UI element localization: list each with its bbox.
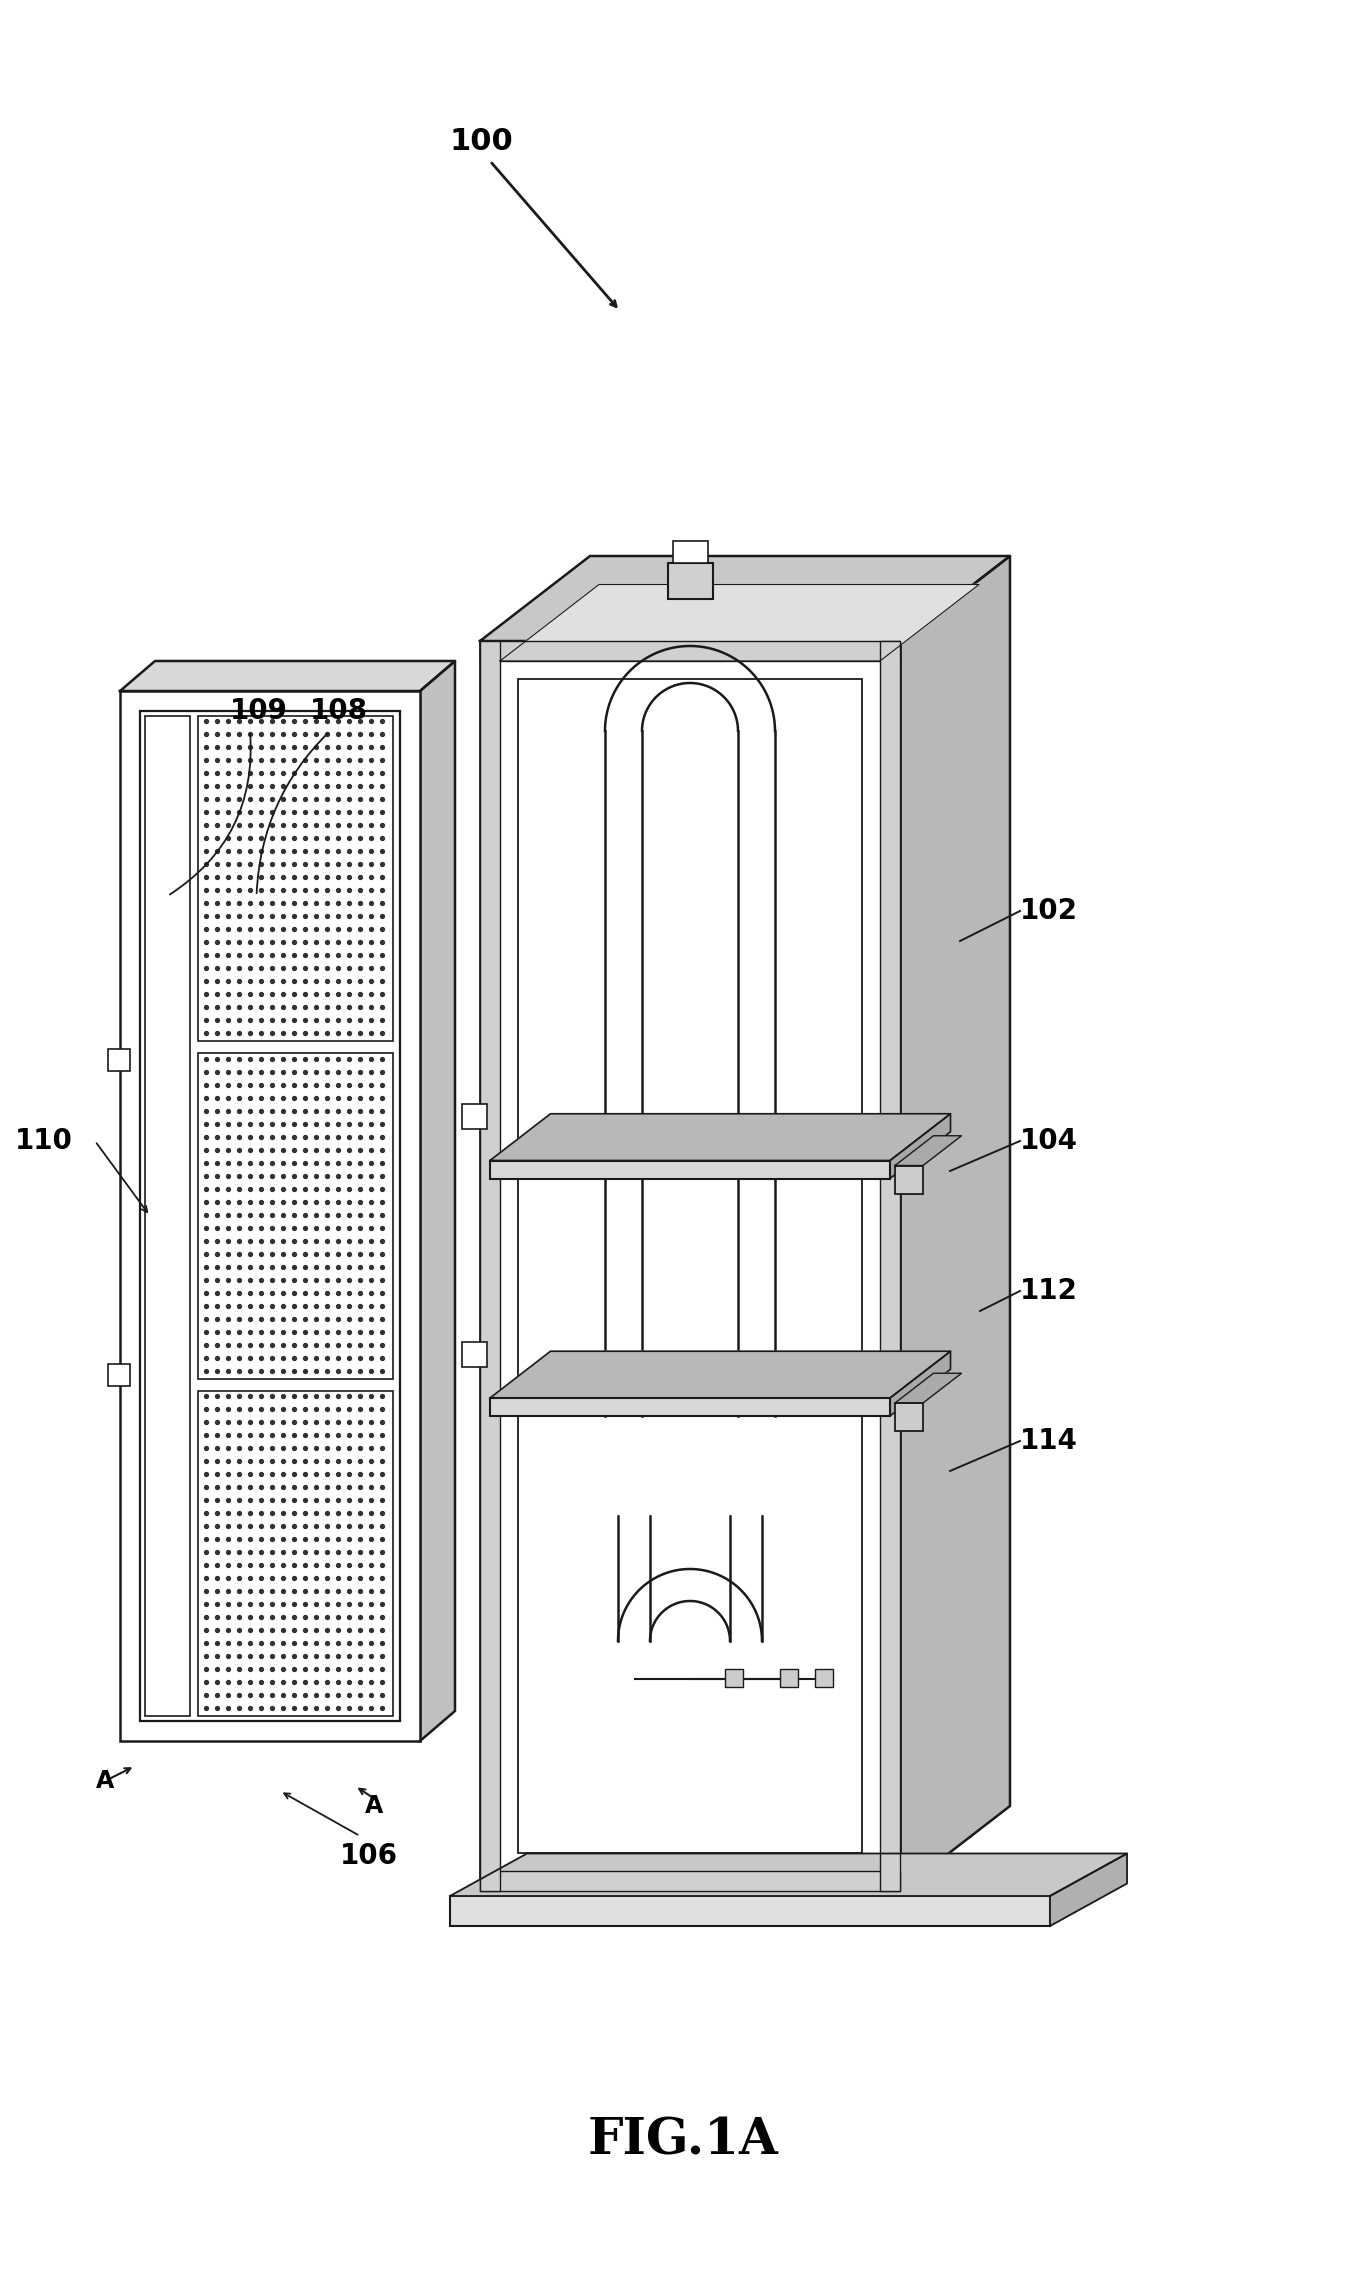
Bar <box>198 1391 393 1716</box>
Text: A: A <box>96 1769 115 1794</box>
Bar <box>479 1872 900 1890</box>
Text: 106: 106 <box>340 1842 398 1869</box>
Bar <box>462 1104 488 1129</box>
Polygon shape <box>479 557 1009 641</box>
Text: 108: 108 <box>310 696 367 724</box>
Bar <box>479 641 900 1890</box>
Polygon shape <box>900 557 1009 1890</box>
Bar <box>895 1166 923 1194</box>
Bar <box>725 1668 743 1686</box>
Bar <box>672 541 708 564</box>
Bar <box>490 1398 891 1416</box>
Bar <box>880 641 900 1890</box>
Text: 114: 114 <box>1020 1427 1078 1455</box>
Text: 109: 109 <box>229 696 288 724</box>
Bar <box>668 564 713 598</box>
Text: A: A <box>365 1794 384 1819</box>
Bar <box>479 641 500 1890</box>
Polygon shape <box>891 1113 951 1178</box>
Polygon shape <box>1050 1853 1127 1927</box>
Bar <box>462 1343 488 1365</box>
Polygon shape <box>490 1352 951 1398</box>
Bar <box>139 710 400 1721</box>
Polygon shape <box>490 1113 951 1162</box>
Text: 104: 104 <box>1020 1127 1078 1155</box>
Polygon shape <box>895 1136 962 1166</box>
Polygon shape <box>895 1372 962 1402</box>
Polygon shape <box>891 1352 951 1416</box>
Text: 110: 110 <box>15 1127 72 1155</box>
Bar <box>780 1668 798 1686</box>
Bar <box>895 1402 923 1432</box>
Text: 112: 112 <box>1020 1276 1078 1306</box>
Bar <box>816 1668 833 1686</box>
Bar <box>518 678 862 1853</box>
Text: 102: 102 <box>1020 898 1078 926</box>
Bar <box>479 641 900 662</box>
Bar <box>449 1897 1050 1927</box>
Polygon shape <box>120 662 455 692</box>
Polygon shape <box>419 662 455 1741</box>
Bar <box>108 1363 130 1386</box>
Bar <box>108 1049 130 1070</box>
Text: FIG.1A: FIG.1A <box>587 2117 779 2165</box>
Bar <box>198 1054 393 1379</box>
Bar <box>490 1162 891 1178</box>
Polygon shape <box>500 584 979 662</box>
Polygon shape <box>449 1853 1127 1897</box>
Text: 100: 100 <box>449 126 514 156</box>
Bar <box>198 717 393 1042</box>
Bar <box>145 717 190 1716</box>
Bar <box>120 692 419 1741</box>
